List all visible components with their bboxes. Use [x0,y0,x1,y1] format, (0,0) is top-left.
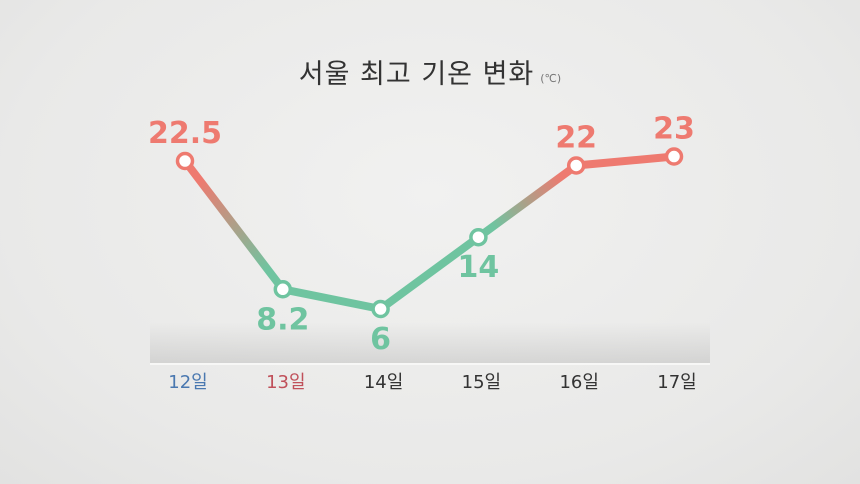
line-segment-2 [376,233,483,313]
value-label-1: 8.2 [256,302,309,337]
chart-header: 서울 최고 기온 변화 (℃) [0,52,860,91]
x-tick-label-4: 16일 [559,372,598,393]
value-label-2: 6 [370,322,391,357]
chart-unit: (℃) [540,72,562,85]
line-segment-0 [181,157,287,294]
data-point-4 [566,156,586,175]
chart-title: 서울 최고 기온 변화 [298,59,535,90]
data-point-2 [371,299,390,319]
x-tick-label-1: 13일 [266,372,305,393]
x-tick-label-0: 12일 [168,372,207,393]
value-label-3: 14 [458,250,500,285]
x-tick-label-2: 14일 [364,372,403,393]
line-segment-3 [474,161,581,242]
data-point-0 [175,151,195,171]
value-label-0: 22.5 [148,116,222,151]
value-label-4: 22 [555,120,597,155]
floor-shadow [150,322,710,364]
data-point-3 [469,227,488,247]
value-label-5: 23 [653,112,695,147]
data-point-1 [273,280,293,299]
line-segment-4 [572,152,678,170]
line-segment-1 [278,285,385,313]
x-tick-label-5: 17일 [657,372,696,393]
x-tick-label-3: 15일 [462,372,501,393]
data-point-5 [664,147,684,166]
